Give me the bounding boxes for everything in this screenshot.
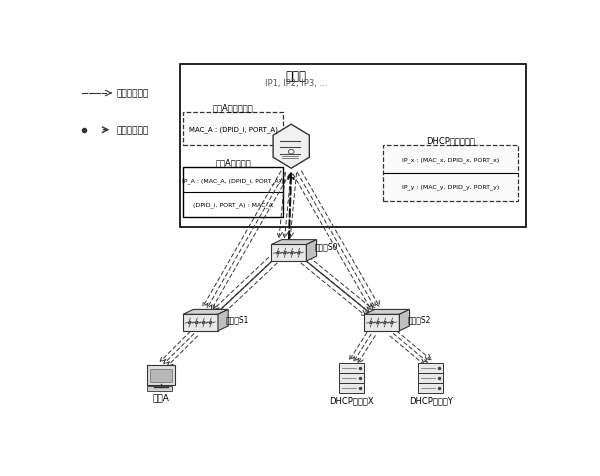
FancyBboxPatch shape (339, 383, 364, 393)
Polygon shape (271, 245, 307, 261)
Text: MAC_A : (DPID_i, PORT_A): MAC_A : (DPID_i, PORT_A) (188, 126, 278, 133)
Text: 交换机S0: 交换机S0 (314, 241, 338, 250)
Text: 控制平面信息: 控制平面信息 (117, 89, 149, 98)
Text: IP_A : (MAC_A, (DPID_i, PORT_A)): IP_A : (MAC_A, (DPID_i, PORT_A)) (182, 178, 284, 184)
Polygon shape (400, 310, 410, 331)
Polygon shape (364, 310, 410, 315)
FancyBboxPatch shape (383, 146, 518, 201)
FancyBboxPatch shape (418, 363, 443, 373)
Text: DHCP服务器列表: DHCP服务器列表 (426, 136, 475, 145)
FancyBboxPatch shape (147, 387, 172, 391)
Polygon shape (307, 240, 317, 261)
FancyBboxPatch shape (146, 366, 175, 385)
FancyBboxPatch shape (183, 113, 283, 146)
Text: 主机A连接信息表: 主机A连接信息表 (213, 103, 253, 112)
FancyBboxPatch shape (418, 373, 443, 383)
Polygon shape (271, 240, 317, 245)
Text: 交换机S2: 交换机S2 (407, 315, 431, 324)
Text: DHCP服务器X: DHCP服务器X (329, 396, 374, 405)
Polygon shape (364, 315, 400, 331)
FancyBboxPatch shape (339, 363, 364, 373)
Text: 控制器: 控制器 (286, 70, 307, 83)
Polygon shape (273, 125, 310, 169)
FancyBboxPatch shape (418, 383, 443, 393)
Text: 主机A信息元子: 主机A信息元子 (215, 158, 251, 167)
Polygon shape (183, 310, 228, 315)
Text: (DPID_i, PORT_A) : MAC_A: (DPID_i, PORT_A) : MAC_A (193, 202, 273, 208)
Text: IP1, IP2, IP3, ...: IP1, IP2, IP3, ... (265, 79, 327, 88)
Polygon shape (183, 315, 218, 331)
FancyBboxPatch shape (339, 373, 364, 383)
FancyBboxPatch shape (179, 64, 526, 228)
Text: DHCP服务器Y: DHCP服务器Y (409, 396, 452, 405)
Polygon shape (218, 310, 228, 331)
Text: 数据平面信息: 数据平面信息 (117, 126, 149, 135)
Text: 主机A: 主机A (152, 393, 169, 401)
Text: IP_y : (MAC_y, DPID_y, PORT_y): IP_y : (MAC_y, DPID_y, PORT_y) (402, 184, 499, 189)
FancyBboxPatch shape (183, 168, 283, 218)
Text: 交换机S1: 交换机S1 (226, 315, 250, 324)
FancyBboxPatch shape (151, 369, 172, 382)
Text: IP_x : (MAC_x, DPID_x, PORT_x): IP_x : (MAC_x, DPID_x, PORT_x) (402, 158, 499, 163)
